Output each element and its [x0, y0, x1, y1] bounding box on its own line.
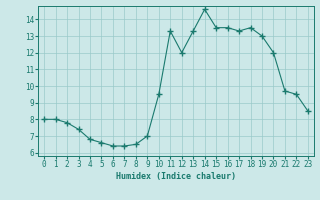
- X-axis label: Humidex (Indice chaleur): Humidex (Indice chaleur): [116, 172, 236, 181]
